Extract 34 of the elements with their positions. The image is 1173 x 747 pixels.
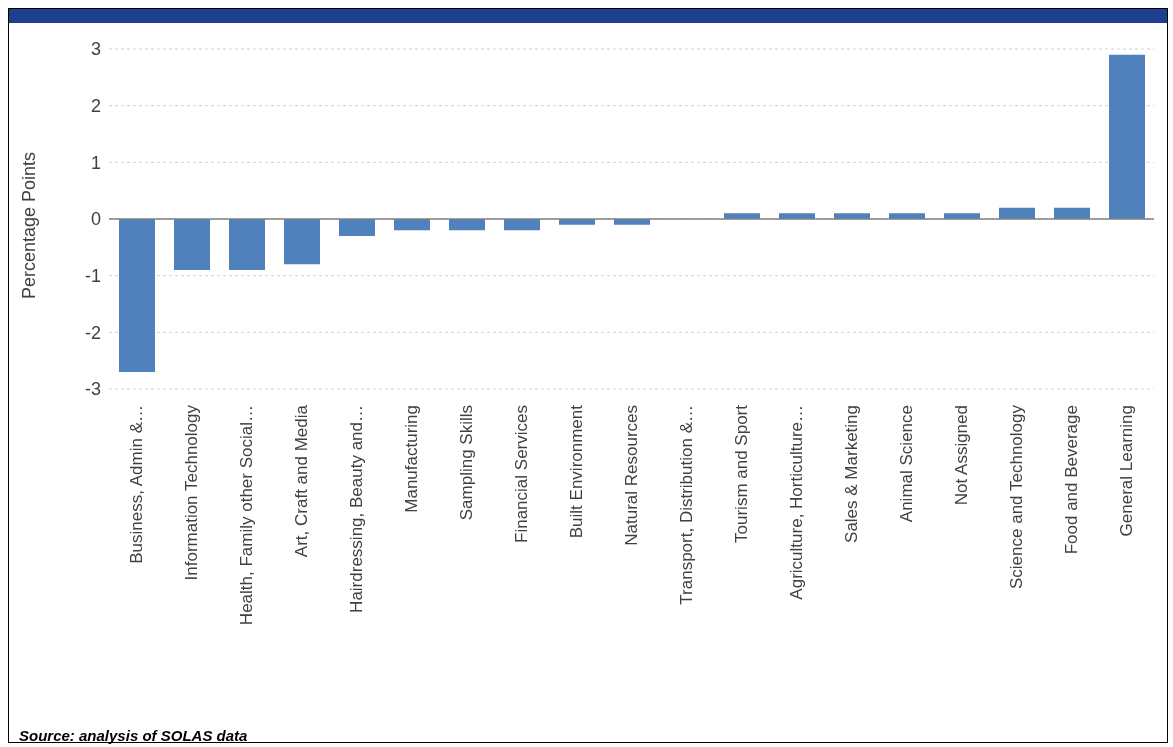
x-tick-label: Information Technology [182,404,201,581]
y-tick-label: -2 [84,322,101,343]
x-tick-label: Agriculture, Horticulture… [787,405,806,600]
bar [174,219,210,270]
bar [119,219,155,372]
bar [284,219,320,265]
x-tick-label: Sales & Marketing [842,405,861,543]
x-tick-label: Sampling Skills [457,405,476,521]
x-tick-label: Not Assigned [952,405,971,506]
bar [339,219,375,236]
bar [1109,54,1145,219]
x-tick-label: Food and Beverage [1062,405,1081,555]
y-axis-title: Percentage Points [19,151,40,299]
x-tick-label: Hairdressing, Beauty and… [347,405,366,613]
x-tick-label: Art, Craft and Media [292,404,311,558]
y-tick-label: -1 [84,266,101,287]
x-tick-label: Built Environment [567,404,586,539]
y-tick-label: 2 [90,96,101,117]
x-tick-label: Manufacturing [402,405,421,513]
source-note: Source: analysis of SOLAS data [19,727,248,744]
x-tick-label: Health, Family other Social… [237,405,256,626]
x-tick-label: Transport, Distribution &… [677,405,696,605]
y-tick-label: 0 [90,209,101,230]
x-tick-label: Tourism and Sport [732,404,751,543]
x-tick-label: General Learning [1117,405,1136,537]
x-tick-label: Science and Technology [1007,404,1026,589]
bar [229,219,265,270]
x-tick-label: Financial Services [512,405,531,543]
x-tick-label: Animal Science [897,405,916,523]
x-tick-label: Business, Admin &… [127,405,146,564]
y-tick-label: -3 [84,379,101,400]
y-tick-label: 3 [90,39,101,60]
x-tick-label: Natural Resources [622,405,641,546]
y-tick-label: 1 [90,152,101,173]
